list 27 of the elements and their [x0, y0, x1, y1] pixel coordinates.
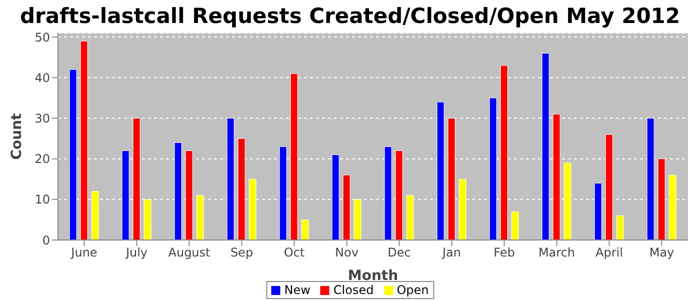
x-tick-label: July: [124, 246, 148, 260]
x-axis-title: Month: [348, 268, 398, 284]
legend-label: Closed: [332, 283, 374, 297]
y-tick-label: 10: [34, 192, 50, 207]
x-tick-label: May: [649, 246, 674, 260]
y-axis-title: Count: [8, 112, 25, 160]
bar: [511, 211, 519, 240]
x-tick-label: Oct: [284, 246, 305, 260]
y-tick-label: 30: [34, 111, 50, 126]
x-tick-label: Dec: [388, 246, 411, 260]
x-tick-label: Nov: [335, 246, 358, 260]
chart-title: drafts-lastcall Requests Created/Closed/Open May 2012: [18, 3, 682, 30]
bar: [301, 219, 309, 240]
legend-label: Open: [396, 283, 429, 297]
x-tick-label: August: [168, 246, 211, 260]
x-tick-label: June: [70, 246, 98, 260]
y-tick-label: 40: [34, 70, 50, 85]
x-tick-label: March: [538, 246, 576, 260]
x-tick-label: April: [596, 246, 623, 260]
x-tick-label: Jan: [442, 246, 461, 260]
y-tick-label: 0: [42, 233, 50, 248]
x-tick-label: Sep: [230, 246, 254, 260]
bar: [616, 215, 624, 240]
x-tick-label: Feb: [494, 246, 515, 260]
y-tick-label: 20: [34, 152, 50, 166]
legend-label: New: [283, 283, 310, 297]
y-tick-label: 50: [34, 30, 50, 44]
